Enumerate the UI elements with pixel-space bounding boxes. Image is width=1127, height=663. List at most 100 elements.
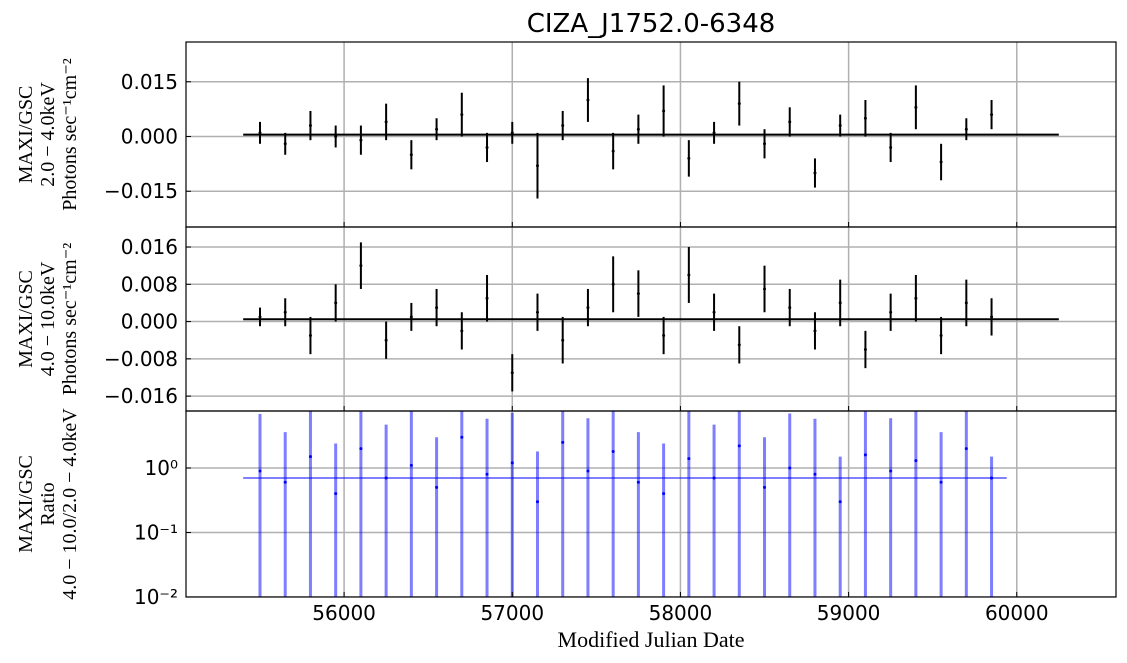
- data-point: [283, 310, 287, 314]
- data-point: [460, 113, 464, 117]
- data-point: [687, 156, 691, 160]
- y-tick-label: 0.000: [121, 310, 178, 334]
- data-point: [964, 301, 968, 305]
- data-point: [561, 338, 565, 342]
- data-point: [662, 334, 666, 338]
- data-point: [359, 264, 363, 268]
- data-point: [561, 124, 565, 128]
- x-tick-label: 56000: [312, 601, 376, 625]
- y-axis-label: Photons sec⁻¹cm⁻²: [59, 243, 81, 396]
- y-axis-label: MAXI/GSC: [15, 455, 37, 553]
- y-tick-label: 10⁻¹: [134, 520, 178, 544]
- data-point: [283, 480, 287, 484]
- data-point: [939, 480, 943, 484]
- data-point: [258, 469, 262, 473]
- data-point: [384, 120, 388, 124]
- data-point: [813, 329, 817, 333]
- data-point: [914, 105, 918, 109]
- data-point: [939, 160, 943, 164]
- y-axis-label: 4.0 − 10.0keV: [37, 261, 59, 376]
- data-point: [586, 306, 590, 310]
- data-point: [838, 301, 842, 305]
- data-point: [586, 98, 590, 102]
- data-point: [788, 120, 792, 124]
- data-point: [863, 348, 867, 352]
- y-tick-label: 10⁰: [145, 456, 178, 480]
- y-tick-label: −0.016: [104, 384, 178, 408]
- data-point: [485, 145, 489, 149]
- data-point: [838, 124, 842, 128]
- data-point: [788, 466, 792, 470]
- data-point: [662, 109, 666, 113]
- y-tick-label: 10⁻²: [134, 585, 178, 609]
- data-point: [359, 138, 363, 142]
- data-point: [662, 492, 666, 496]
- data-point: [359, 447, 363, 451]
- data-point: [838, 500, 842, 504]
- data-point: [308, 334, 312, 338]
- data-point: [283, 142, 287, 146]
- data-point: [712, 310, 716, 314]
- chart-title: CIZA_J1752.0-6348: [527, 9, 776, 39]
- data-point: [687, 273, 691, 277]
- data-point: [485, 472, 489, 476]
- data-point: [763, 142, 767, 146]
- data-point: [535, 310, 539, 314]
- y-axis-label: 4.0 − 10.0/2.0 − 4.0keV: [59, 408, 81, 600]
- data-point: [510, 371, 514, 375]
- data-point: [636, 480, 640, 484]
- data-point: [334, 301, 338, 305]
- data-point: [384, 476, 388, 480]
- data-point: [863, 453, 867, 457]
- data-point: [510, 131, 514, 135]
- data-point: [460, 435, 464, 439]
- y-axis-label: 2.0 − 4.0keV: [37, 82, 59, 187]
- data-point: [535, 164, 539, 168]
- data-point: [813, 472, 817, 476]
- data-point: [939, 334, 943, 338]
- y-tick-label: 0.015: [121, 70, 178, 94]
- data-point: [813, 171, 817, 175]
- data-point: [964, 127, 968, 131]
- data-point: [586, 469, 590, 473]
- data-point: [737, 444, 741, 448]
- data-point: [435, 306, 439, 310]
- data-point: [990, 315, 994, 319]
- data-point: [409, 153, 413, 157]
- data-point: [763, 485, 767, 489]
- data-point: [712, 476, 716, 480]
- plot-area: [186, 42, 1116, 227]
- data-point: [914, 296, 918, 300]
- axes-frame: [185, 410, 1117, 598]
- x-tick-label: 57000: [480, 601, 544, 625]
- y-axis-label: Photons sec⁻¹cm⁻²: [59, 58, 81, 211]
- data-point: [737, 102, 741, 106]
- data-point: [435, 485, 439, 489]
- data-point: [990, 476, 994, 480]
- data-point: [535, 500, 539, 504]
- data-point: [409, 463, 413, 467]
- y-tick-label: 0.016: [121, 235, 178, 259]
- y-axis-label: Ratio: [37, 482, 59, 525]
- data-point: [308, 124, 312, 128]
- data-point: [258, 131, 262, 135]
- data-point: [409, 315, 413, 319]
- data-point: [611, 282, 615, 286]
- y-tick-label: −0.015: [104, 179, 178, 203]
- data-point: [384, 338, 388, 342]
- data-point: [964, 447, 968, 451]
- y-axis-label: MAXI/GSC: [15, 86, 37, 184]
- data-point: [990, 113, 994, 117]
- data-point: [258, 315, 262, 319]
- y-tick-label: −0.008: [104, 347, 178, 371]
- data-point: [510, 461, 514, 465]
- data-point: [889, 469, 893, 473]
- data-point: [863, 116, 867, 120]
- data-point: [687, 457, 691, 461]
- data-point: [712, 131, 716, 135]
- data-point: [636, 127, 640, 131]
- y-axis-label: MAXI/GSC: [15, 270, 37, 368]
- data-point: [763, 287, 767, 291]
- data-point: [485, 296, 489, 300]
